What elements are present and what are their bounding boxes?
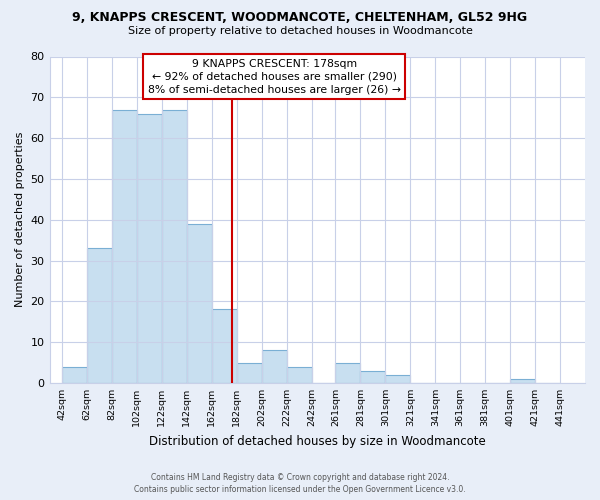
Text: Contains HM Land Registry data © Crown copyright and database right 2024.
Contai: Contains HM Land Registry data © Crown c… xyxy=(134,472,466,494)
Bar xyxy=(335,362,361,383)
Bar xyxy=(510,379,535,383)
Text: 9 KNAPPS CRESCENT: 178sqm
← 92% of detached houses are smaller (290)
8% of semi-: 9 KNAPPS CRESCENT: 178sqm ← 92% of detac… xyxy=(148,58,401,95)
Text: Size of property relative to detached houses in Woodmancote: Size of property relative to detached ho… xyxy=(128,26,472,36)
Bar xyxy=(385,375,410,383)
Bar xyxy=(162,110,187,383)
Bar xyxy=(262,350,287,383)
Bar xyxy=(62,366,87,383)
Bar xyxy=(287,366,311,383)
Bar xyxy=(137,114,162,383)
Bar xyxy=(187,224,212,383)
Bar xyxy=(212,310,237,383)
Bar xyxy=(112,110,137,383)
Bar xyxy=(237,362,262,383)
Text: 9, KNAPPS CRESCENT, WOODMANCOTE, CHELTENHAM, GL52 9HG: 9, KNAPPS CRESCENT, WOODMANCOTE, CHELTEN… xyxy=(73,11,527,24)
Bar xyxy=(87,248,112,383)
Bar xyxy=(361,370,385,383)
X-axis label: Distribution of detached houses by size in Woodmancote: Distribution of detached houses by size … xyxy=(149,434,485,448)
Y-axis label: Number of detached properties: Number of detached properties xyxy=(15,132,25,308)
